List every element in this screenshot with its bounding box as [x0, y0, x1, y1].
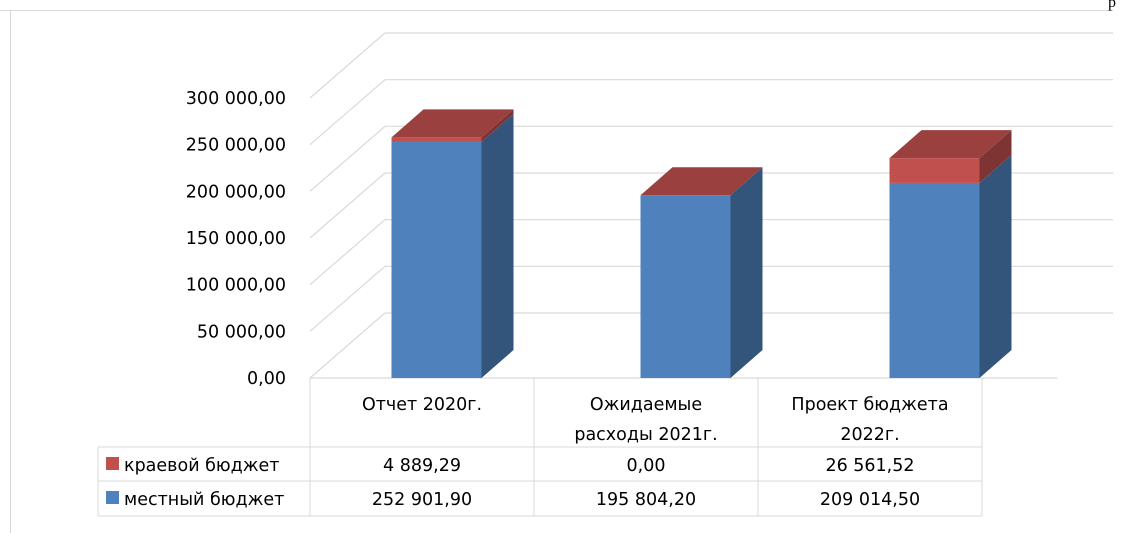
bar-top: [889, 130, 1012, 159]
series-label: местный бюджет: [124, 490, 284, 510]
gridline-diagonal: [309, 125, 386, 192]
bar-side: [481, 113, 514, 379]
bars: [391, 109, 1012, 379]
corner-mark: р: [1108, 0, 1116, 11]
y-tick-label: 200 000,00: [186, 182, 286, 202]
gridline-diagonal: [309, 219, 386, 286]
y-tick-label: 300 000,00: [186, 89, 286, 109]
data-label: 195 804,20: [596, 490, 696, 510]
x-tick-label: Ожидаемые: [590, 395, 702, 415]
bar-side: [979, 154, 1012, 378]
bar-top: [640, 167, 763, 196]
y-tick-label: 150 000,00: [186, 229, 286, 249]
gridline-diagonal: [309, 312, 386, 379]
x-tick-label: Отчет 2020г.: [362, 395, 482, 415]
legend-key: [106, 491, 119, 504]
y-tick-label: 250 000,00: [186, 136, 286, 156]
gridline-diagonal: [309, 265, 386, 332]
chart-border-top: [0, 10, 1113, 11]
bar-side: [481, 109, 514, 142]
series-label: краевой бюджет: [124, 456, 279, 476]
bar-segment: [889, 182, 980, 378]
bar-top: [391, 109, 514, 138]
data-label: 26 561,52: [825, 456, 914, 476]
x-tick-label: 2022г.: [840, 425, 899, 445]
gridline-diagonal: [309, 79, 386, 146]
bar-segment: [889, 158, 980, 183]
y-tick-label: 0,00: [247, 369, 286, 389]
data-label: 209 014,50: [820, 490, 920, 510]
gridline-diagonal: [309, 32, 386, 99]
bar-side: [730, 167, 763, 378]
y-axis: 0,00 50 000,00 100 000,00 150 000,00 200 000…: [186, 89, 286, 389]
bar-segment: [640, 195, 731, 378]
bar-segment: [391, 141, 482, 378]
data-table: Отчет 2020г. Ожидаемые расходы 2021г. Проек…: [97, 378, 983, 517]
chart-border-left: [10, 10, 11, 533]
x-tick-label: Проект бюджета: [791, 395, 948, 415]
y-tick-label: 50 000,00: [197, 322, 286, 342]
data-label: 4 889,29: [383, 456, 461, 476]
gridline-diagonal: [309, 172, 386, 239]
bar-side: [979, 130, 1012, 183]
data-label: 0,00: [627, 456, 666, 476]
data-label: 252 901,90: [372, 490, 472, 510]
y-tick-label: 100 000,00: [186, 276, 286, 296]
x-tick-label: расходы 2021г.: [574, 425, 717, 445]
bar-segment: [391, 137, 482, 142]
legend-key: [106, 457, 119, 470]
